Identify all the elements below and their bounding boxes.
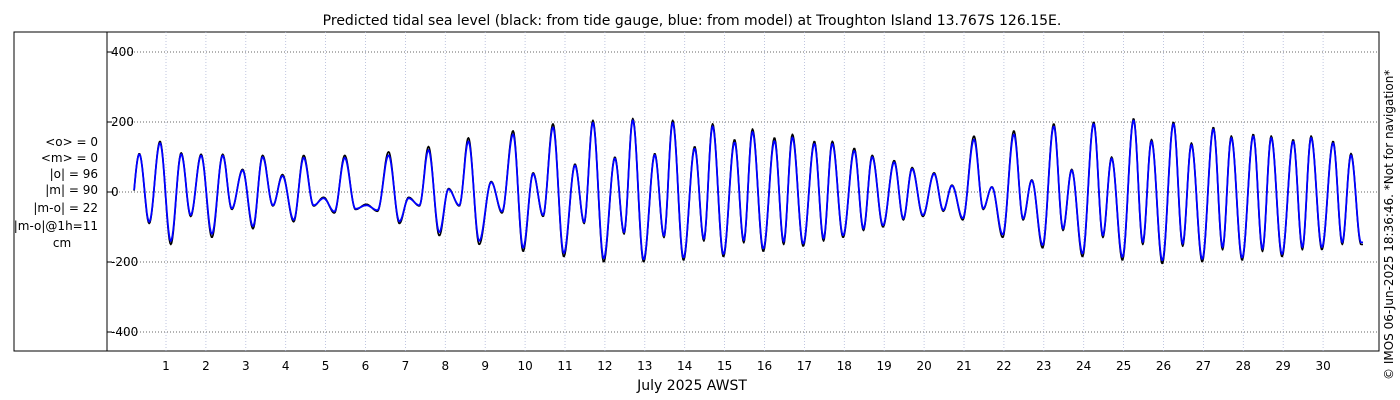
x-tick-label: 11 [557, 359, 572, 373]
x-tick-label: 20 [916, 359, 931, 373]
stat-line: cm [53, 236, 71, 250]
x-tick-label: 19 [877, 359, 892, 373]
x-tick-label: 27 [1196, 359, 1211, 373]
x-tick-label: 2 [202, 359, 210, 373]
series-line-model [133, 119, 1364, 262]
x-tick-label: 23 [1036, 359, 1051, 373]
x-tick-label: 26 [1156, 359, 1171, 373]
x-axis-label: July 2025 AWST [636, 378, 747, 394]
x-tick-label: 15 [717, 359, 732, 373]
x-tick-label: 16 [757, 359, 772, 373]
x-tick-label: 9 [481, 359, 489, 373]
stat-line: |m-o| = 22 [33, 201, 98, 215]
x-tick-label: 6 [362, 359, 370, 373]
y-tick-label: 0 [111, 185, 119, 199]
y-tick-labels: -400 -200 0 200 400 [111, 45, 138, 339]
credit-text: © IMOS 06-Jun-2025 18:36:46. *Not for na… [1382, 70, 1396, 380]
x-tick-label: 28 [1236, 359, 1251, 373]
x-tick-label: 13 [637, 359, 652, 373]
y-tick-label: -200 [111, 255, 138, 269]
x-tick-label: 18 [837, 359, 852, 373]
y-tick-label: 200 [111, 115, 134, 129]
x-tick-label: 1 [162, 359, 170, 373]
x-tick-label: 21 [956, 359, 971, 373]
stat-line: |m-o|@1h=11 [14, 219, 98, 233]
x-tick-label: 12 [597, 359, 612, 373]
x-tick-label: 8 [441, 359, 449, 373]
outer-frame [13, 31, 1380, 352]
x-tick-label: 7 [402, 359, 410, 373]
stat-line: |o| = 96 [50, 167, 98, 181]
x-tick-label: 30 [1315, 359, 1330, 373]
x-tick-label: 5 [322, 359, 330, 373]
x-tick-label: 10 [517, 359, 532, 373]
stats-box: <o> = 0 <m> = 0 |o| = 96 |m| = 90 |m-o| = 22… [14, 135, 98, 250]
grid-lines [107, 32, 1379, 351]
stat-line: |m| = 90 [45, 183, 98, 197]
x-tick-label: 4 [282, 359, 290, 373]
series-lines [133, 117, 1364, 265]
x-tick-label: 14 [677, 359, 692, 373]
x-tick-labels: 1 2 3 4 5 6 7 8 9 10 11 12 13 14 15 16 17 18 19 20 21 22 23 24 2… [162, 359, 1331, 373]
x-tick-label: 3 [242, 359, 250, 373]
y-tick-label: 400 [111, 45, 134, 59]
chart-title: Predicted tidal sea level (black: from t… [323, 13, 1062, 29]
stat-line: <o> = 0 [45, 135, 98, 149]
x-tick-label: 24 [1076, 359, 1091, 373]
x-tick-label: 22 [996, 359, 1011, 373]
x-tick-label: 29 [1276, 359, 1291, 373]
y-tick-label: -400 [111, 325, 138, 339]
stat-line: <m> = 0 [41, 151, 98, 165]
x-tick-label: 17 [797, 359, 812, 373]
x-tick-label: 25 [1116, 359, 1131, 373]
